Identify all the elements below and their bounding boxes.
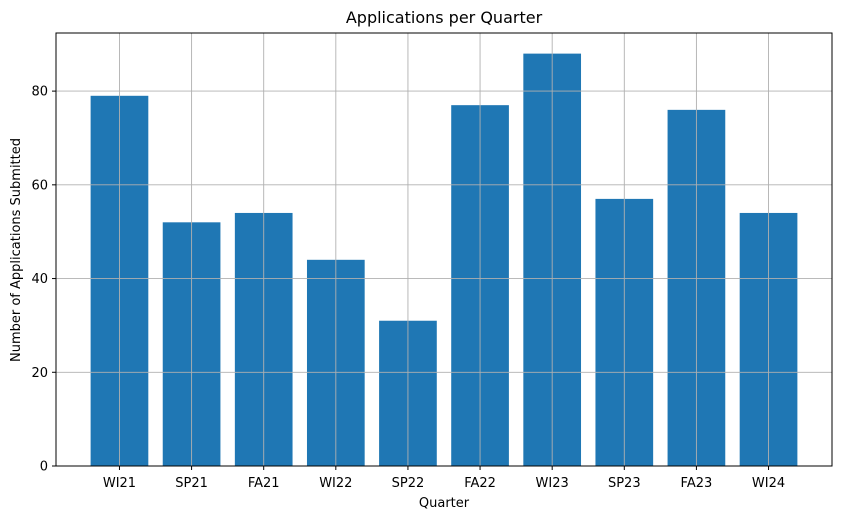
ticks: 0 20 40 60 80 WI21 SP21 FA21 WI22 SP22 FA22 WI23 SP2…	[31, 85, 785, 491]
x-tick-label: WI23	[536, 476, 569, 491]
y-tick-label: 60	[31, 178, 48, 193]
x-tick-label: FA22	[464, 476, 496, 491]
x-tick-label: WI21	[103, 476, 136, 491]
x-tick-label: FA21	[248, 476, 280, 491]
y-tick-label: 20	[31, 366, 48, 381]
axes	[55, 32, 833, 467]
y-axis-title: Number of Applications Submitted	[9, 138, 24, 362]
x-tick-label: SP23	[608, 476, 641, 491]
x-tick-label: WI24	[752, 476, 785, 491]
x-tick-label: WI22	[319, 476, 352, 491]
y-tick-label: 80	[31, 85, 48, 100]
x-axis-title: Quarter	[419, 496, 470, 511]
x-tick-label: SP21	[175, 476, 208, 491]
y-tick-label: 40	[31, 272, 48, 287]
bars	[90, 53, 798, 467]
x-tick-label: SP22	[392, 476, 425, 491]
plot-frame	[55, 32, 833, 467]
x-tick-label: FA23	[681, 476, 713, 491]
y-tick-label: 0	[40, 460, 48, 475]
chart-title: Applications per Quarter	[346, 8, 543, 27]
